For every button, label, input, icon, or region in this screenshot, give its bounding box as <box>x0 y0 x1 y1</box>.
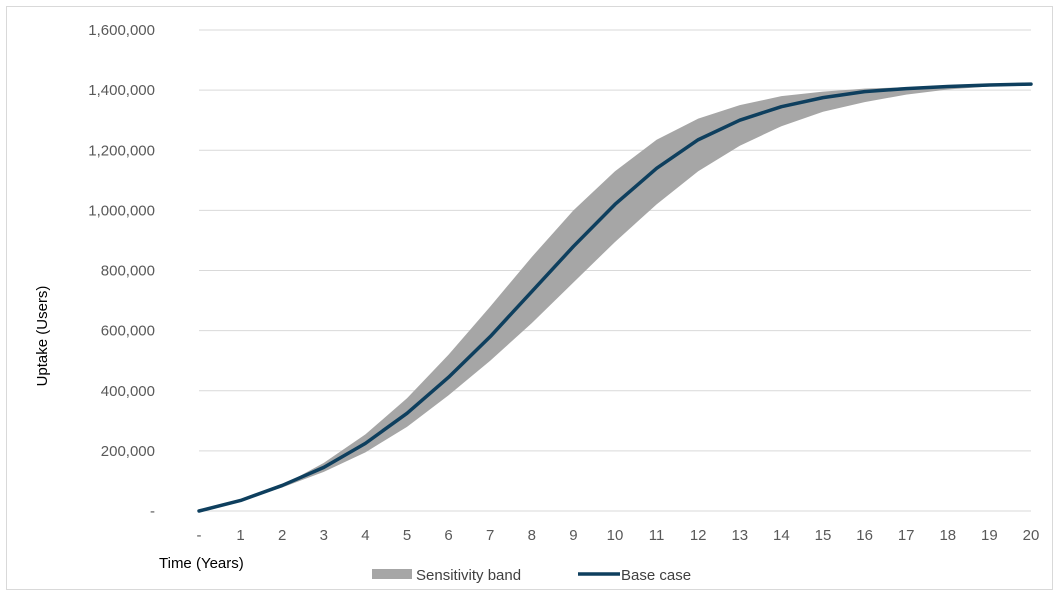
x-tick-label: 19 <box>981 527 998 544</box>
x-tick-label: 6 <box>444 527 452 544</box>
y-tick-label: 1,600,000 <box>88 22 155 39</box>
x-tick-label: 14 <box>773 527 790 544</box>
x-tick-label: 10 <box>607 527 624 544</box>
y-tick-label: 1,400,000 <box>88 82 155 99</box>
x-tick-label: 11 <box>649 527 665 544</box>
y-tick-label: - <box>150 503 155 520</box>
x-tick-label: 20 <box>1023 527 1040 544</box>
y-axis-ticks: - 200,000 400,000 600,000 800,000 1,000,000 1,… <box>88 22 155 520</box>
x-tick-label: 7 <box>486 527 494 544</box>
base-case-line <box>197 82 1033 513</box>
x-tick-label: 5 <box>403 527 411 544</box>
y-axis-title: Uptake (Users) <box>34 286 51 387</box>
x-tick-label: 16 <box>856 527 873 544</box>
y-tick-label: 200,000 <box>101 443 155 460</box>
y-tick-label: 800,000 <box>101 263 155 280</box>
legend: Sensitivity band Base case <box>372 567 691 584</box>
y-tick-label: 400,000 <box>101 383 155 400</box>
y-tick-label: 1,000,000 <box>88 202 155 219</box>
x-tick-label: 12 <box>690 527 707 544</box>
x-tick-label: 8 <box>528 527 536 544</box>
x-tick-label: 2 <box>278 527 286 544</box>
legend-label-sensitivity-band: Sensitivity band <box>416 567 521 584</box>
x-tick-label: 17 <box>898 527 915 544</box>
x-axis-ticks: -1 2 3 4 5 6 7 8 9 10 11 12 13 14 15 16 17 18 19 20 <box>197 527 1040 544</box>
y-tick-label: 600,000 <box>101 323 155 340</box>
plot-area <box>197 82 1033 513</box>
x-tick-label: 3 <box>320 527 328 544</box>
x-tick-label: 4 <box>361 527 369 544</box>
x-tick-label: 18 <box>939 527 956 544</box>
x-axis-title: Time (Years) <box>159 555 244 572</box>
x-tick-label: 13 <box>731 527 748 544</box>
legend-label-base-case: Base case <box>621 567 691 584</box>
y-tick-label: 1,200,000 <box>88 142 155 159</box>
x-tick-label: - <box>197 527 202 544</box>
x-tick-label: 1 <box>236 527 244 544</box>
gridlines <box>199 29 1031 512</box>
sensitivity-band-area <box>199 84 1031 512</box>
x-tick-label: 9 <box>569 527 577 544</box>
x-tick-label: 15 <box>815 527 832 544</box>
legend-swatch-sensitivity-band <box>372 569 412 579</box>
